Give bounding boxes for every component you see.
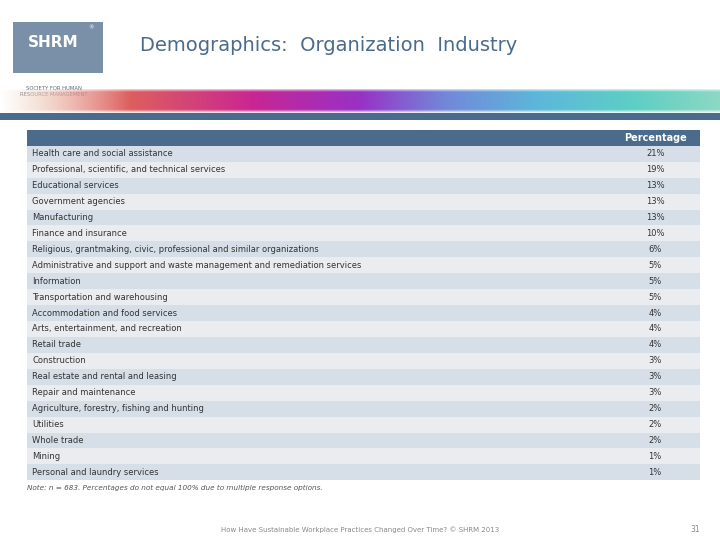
Text: 2%: 2% [649, 404, 662, 413]
Bar [27, 178, 700, 193]
Bar [27, 161, 700, 178]
Bar [27, 369, 700, 384]
Bar [27, 321, 700, 337]
Bar [27, 226, 700, 241]
Text: Information: Information [32, 276, 81, 286]
Text: 10%: 10% [646, 229, 665, 238]
Text: How Have Sustainable Workplace Practices Changed Over Time? © SHRM 2013: How Have Sustainable Workplace Practices… [221, 526, 499, 532]
Bar [27, 401, 700, 417]
Bar [27, 417, 700, 433]
Text: Note: n = 683. Percentages do not equal 100% due to multiple response options.: Note: n = 683. Percentages do not equal … [27, 485, 323, 491]
Bar [27, 146, 700, 162]
Bar [27, 433, 700, 448]
Text: Government agencies: Government agencies [32, 197, 125, 206]
Text: Arts, entertainment, and recreation: Arts, entertainment, and recreation [32, 325, 182, 334]
Text: 4%: 4% [649, 340, 662, 349]
Text: 3%: 3% [649, 356, 662, 366]
Bar [13, 22, 103, 73]
Bar [27, 210, 700, 226]
Text: Percentage: Percentage [624, 133, 687, 143]
Text: Retail trade: Retail trade [32, 340, 81, 349]
Text: ®: ® [89, 25, 94, 30]
Text: Real estate and rental and leasing: Real estate and rental and leasing [32, 372, 177, 381]
Text: 5%: 5% [649, 261, 662, 270]
Bar [27, 130, 700, 146]
Text: Religious, grantmaking, civic, professional and similar organizations: Religious, grantmaking, civic, professio… [32, 245, 319, 254]
Bar [27, 305, 700, 321]
Text: Health care and social assistance: Health care and social assistance [32, 149, 173, 158]
Text: 19%: 19% [646, 165, 665, 174]
Text: Repair and maintenance: Repair and maintenance [32, 388, 136, 397]
Text: 13%: 13% [646, 213, 665, 222]
Bar [27, 241, 700, 258]
Text: 1%: 1% [649, 452, 662, 461]
Text: 5%: 5% [649, 276, 662, 286]
Text: Agriculture, forestry, fishing and hunting: Agriculture, forestry, fishing and hunti… [32, 404, 204, 413]
Text: 6%: 6% [649, 245, 662, 254]
Text: 4%: 4% [649, 308, 662, 318]
Text: Demographics:  Organization  Industry: Demographics: Organization Industry [140, 36, 518, 56]
Bar [27, 464, 700, 481]
Text: 21%: 21% [646, 149, 665, 158]
Text: Manufacturing: Manufacturing [32, 213, 94, 222]
Bar [27, 193, 700, 210]
Text: Construction: Construction [32, 356, 86, 366]
Text: Administrative and support and waste management and remediation services: Administrative and support and waste man… [32, 261, 361, 270]
Text: 13%: 13% [646, 197, 665, 206]
Bar [27, 337, 700, 353]
Bar [27, 289, 700, 305]
Text: SOCIETY FOR HUMAN
RESOURCE MANAGEMENT: SOCIETY FOR HUMAN RESOURCE MANAGEMENT [19, 86, 87, 97]
Bar [0, 113, 720, 120]
Text: 31: 31 [690, 525, 700, 534]
Text: 2%: 2% [649, 420, 662, 429]
Text: 5%: 5% [649, 293, 662, 302]
Bar [27, 384, 700, 401]
Bar [27, 353, 700, 369]
Text: 1%: 1% [649, 468, 662, 477]
Text: Professional, scientific, and technical services: Professional, scientific, and technical … [32, 165, 225, 174]
Text: 13%: 13% [646, 181, 665, 190]
Text: 2%: 2% [649, 436, 662, 445]
Text: SHRM: SHRM [28, 35, 78, 50]
Bar [27, 273, 700, 289]
Text: 3%: 3% [649, 388, 662, 397]
Bar [27, 258, 700, 273]
Text: Whole trade: Whole trade [32, 436, 84, 445]
Text: Personal and laundry services: Personal and laundry services [32, 468, 159, 477]
Text: Educational services: Educational services [32, 181, 119, 190]
Text: 3%: 3% [649, 372, 662, 381]
Text: Accommodation and food services: Accommodation and food services [32, 308, 178, 318]
Text: Mining: Mining [32, 452, 60, 461]
Bar [27, 448, 700, 464]
Text: Transportation and warehousing: Transportation and warehousing [32, 293, 168, 302]
Text: Finance and insurance: Finance and insurance [32, 229, 127, 238]
Text: 4%: 4% [649, 325, 662, 334]
Text: Utilities: Utilities [32, 420, 64, 429]
